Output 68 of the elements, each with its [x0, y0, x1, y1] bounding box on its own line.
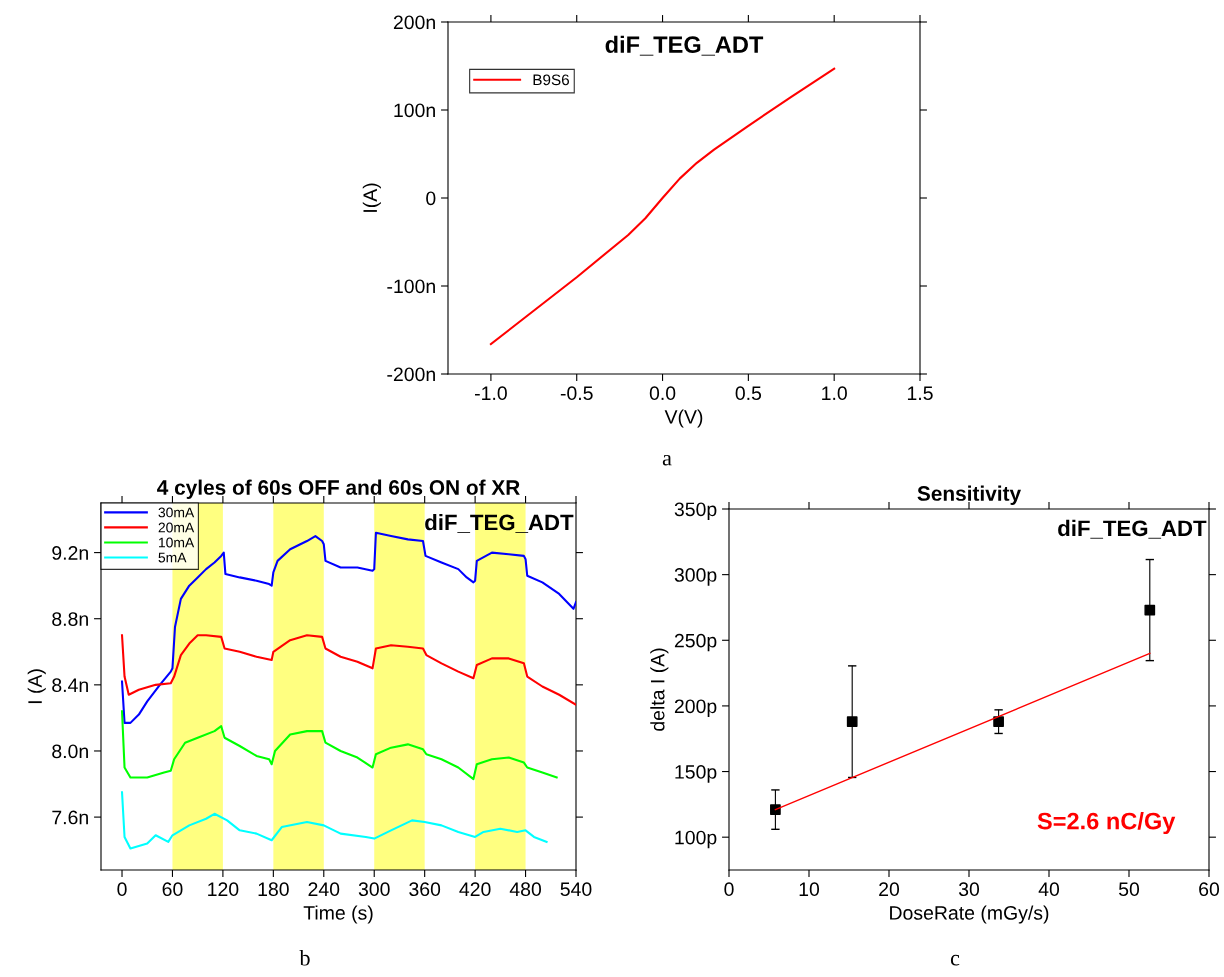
y-tick-label: 200n	[393, 15, 435, 30]
y-tick-label: 8.4n	[52, 678, 88, 693]
text: a	[662, 454, 672, 466]
text: b	[299, 949, 310, 966]
y-tick-label: 100p	[675, 830, 717, 849]
x-tick-label: -0.5	[560, 386, 593, 401]
x-tick-label: 300	[358, 882, 390, 897]
y-axis-title: I(A)	[362, 183, 381, 212]
point	[846, 716, 858, 728]
x-tick-label: 50	[1118, 882, 1140, 897]
y-tick-label: 350p	[674, 502, 717, 521]
point	[993, 716, 1004, 728]
x-tick-label: 540	[560, 882, 592, 897]
text: diF_TEG_ADT	[605, 35, 764, 56]
x-tick-label: 360	[409, 882, 441, 897]
x-axis-title: Time (s)	[303, 905, 373, 924]
y-tick-label: 100n	[394, 103, 435, 118]
x-tick-label: 1.0	[822, 386, 847, 401]
x-tick-label: 60	[1199, 882, 1220, 897]
y-tick-label: 0	[426, 191, 436, 206]
chart-subtitle: diF_TEG_ADT	[425, 514, 574, 533]
point	[1144, 604, 1156, 616]
point	[770, 804, 781, 815]
legend-label: 10mA	[159, 537, 195, 548]
y-tick-label: 9.2n	[52, 546, 88, 560]
x-tick-label: 40	[1038, 882, 1060, 897]
y-tick-label: -200n	[387, 367, 435, 382]
y-tick-label: 150p	[675, 765, 717, 783]
x-tick-label: 180	[258, 882, 289, 897]
y-tick-label: 300p	[674, 568, 717, 586]
x-tick-label: 0	[724, 882, 734, 897]
x-tick-label: 120	[208, 882, 239, 897]
y-tick-label: 8.0n	[52, 744, 88, 759]
y-tick-label: 7.6n	[52, 810, 88, 825]
x-tick-label: 240	[308, 882, 340, 897]
line-series	[489, 67, 836, 346]
x-axis-title: V(V)	[664, 409, 703, 428]
x-tick-label: 60	[162, 882, 183, 897]
x-tick-label: 20	[879, 882, 900, 897]
chart-title: Sensitivity	[917, 485, 1021, 505]
text: c	[950, 954, 960, 966]
x-tick-label: 0.5	[735, 386, 762, 401]
x-tick-label: 30	[958, 882, 980, 897]
y-axis-title: I (A)	[27, 669, 46, 704]
x-tick-label: 420	[459, 882, 491, 897]
x-tick-label: -1.0	[475, 386, 507, 401]
x-tick-label: 1.5	[907, 386, 933, 401]
line-series	[120, 791, 548, 850]
y-axis-title: delta I (A)	[650, 648, 669, 731]
y-tick-label: 250p	[674, 633, 717, 652]
chart-subtitle: diF_TEG_ADT	[1058, 519, 1207, 539]
chart-title: 4 cyles of 60s OFF and 60s ON of XR	[157, 479, 520, 499]
annotation: S=2.6 nC/Gy	[1037, 812, 1176, 835]
x-tick-label: 0	[117, 882, 127, 897]
x-tick-label: 10	[799, 882, 820, 897]
x-tick-label: 480	[509, 882, 542, 897]
legend-label: 30mA	[158, 507, 195, 518]
legend-label: 20mA	[158, 522, 195, 533]
y-tick-label: 200p	[674, 699, 717, 717]
x-axis-title: DoseRate (mGy/s)	[890, 905, 1049, 924]
y-tick-label: 8.8n	[52, 612, 88, 626]
x-tick-label: 0.0	[649, 386, 676, 401]
line-series	[120, 710, 558, 781]
legend-label: 5mA	[158, 552, 187, 563]
legend-label: B9S6	[533, 74, 569, 86]
y-tick-label: -100n	[387, 279, 435, 294]
line-series	[120, 531, 576, 724]
line-series	[120, 634, 576, 706]
